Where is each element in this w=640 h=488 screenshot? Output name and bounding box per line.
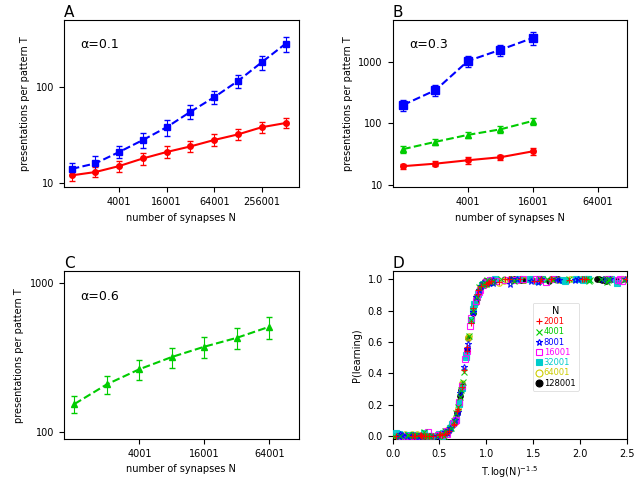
Y-axis label: presentations per pattern T: presentations per pattern T: [14, 288, 24, 423]
Text: C: C: [64, 256, 75, 271]
Text: α=0.6: α=0.6: [81, 290, 119, 303]
Text: α=0.1: α=0.1: [81, 38, 119, 51]
Text: A: A: [64, 4, 74, 20]
Legend: 2001, 4001, 8001, 16001, 32001, 64001, 128001: 2001, 4001, 8001, 16001, 32001, 64001, 1…: [533, 303, 579, 391]
X-axis label: number of synapses N: number of synapses N: [126, 465, 236, 474]
Text: α=0.3: α=0.3: [409, 38, 448, 51]
X-axis label: number of synapses N: number of synapses N: [126, 213, 236, 223]
Y-axis label: P(learning): P(learning): [352, 328, 362, 382]
Text: B: B: [392, 4, 403, 20]
Y-axis label: presentations per pattern T: presentations per pattern T: [20, 36, 30, 171]
X-axis label: T.log(N)$^{-1.5}$: T.log(N)$^{-1.5}$: [481, 465, 538, 480]
Text: D: D: [392, 256, 404, 271]
X-axis label: number of synapses N: number of synapses N: [455, 213, 565, 223]
Y-axis label: presentations per pattern T: presentations per pattern T: [343, 36, 353, 171]
